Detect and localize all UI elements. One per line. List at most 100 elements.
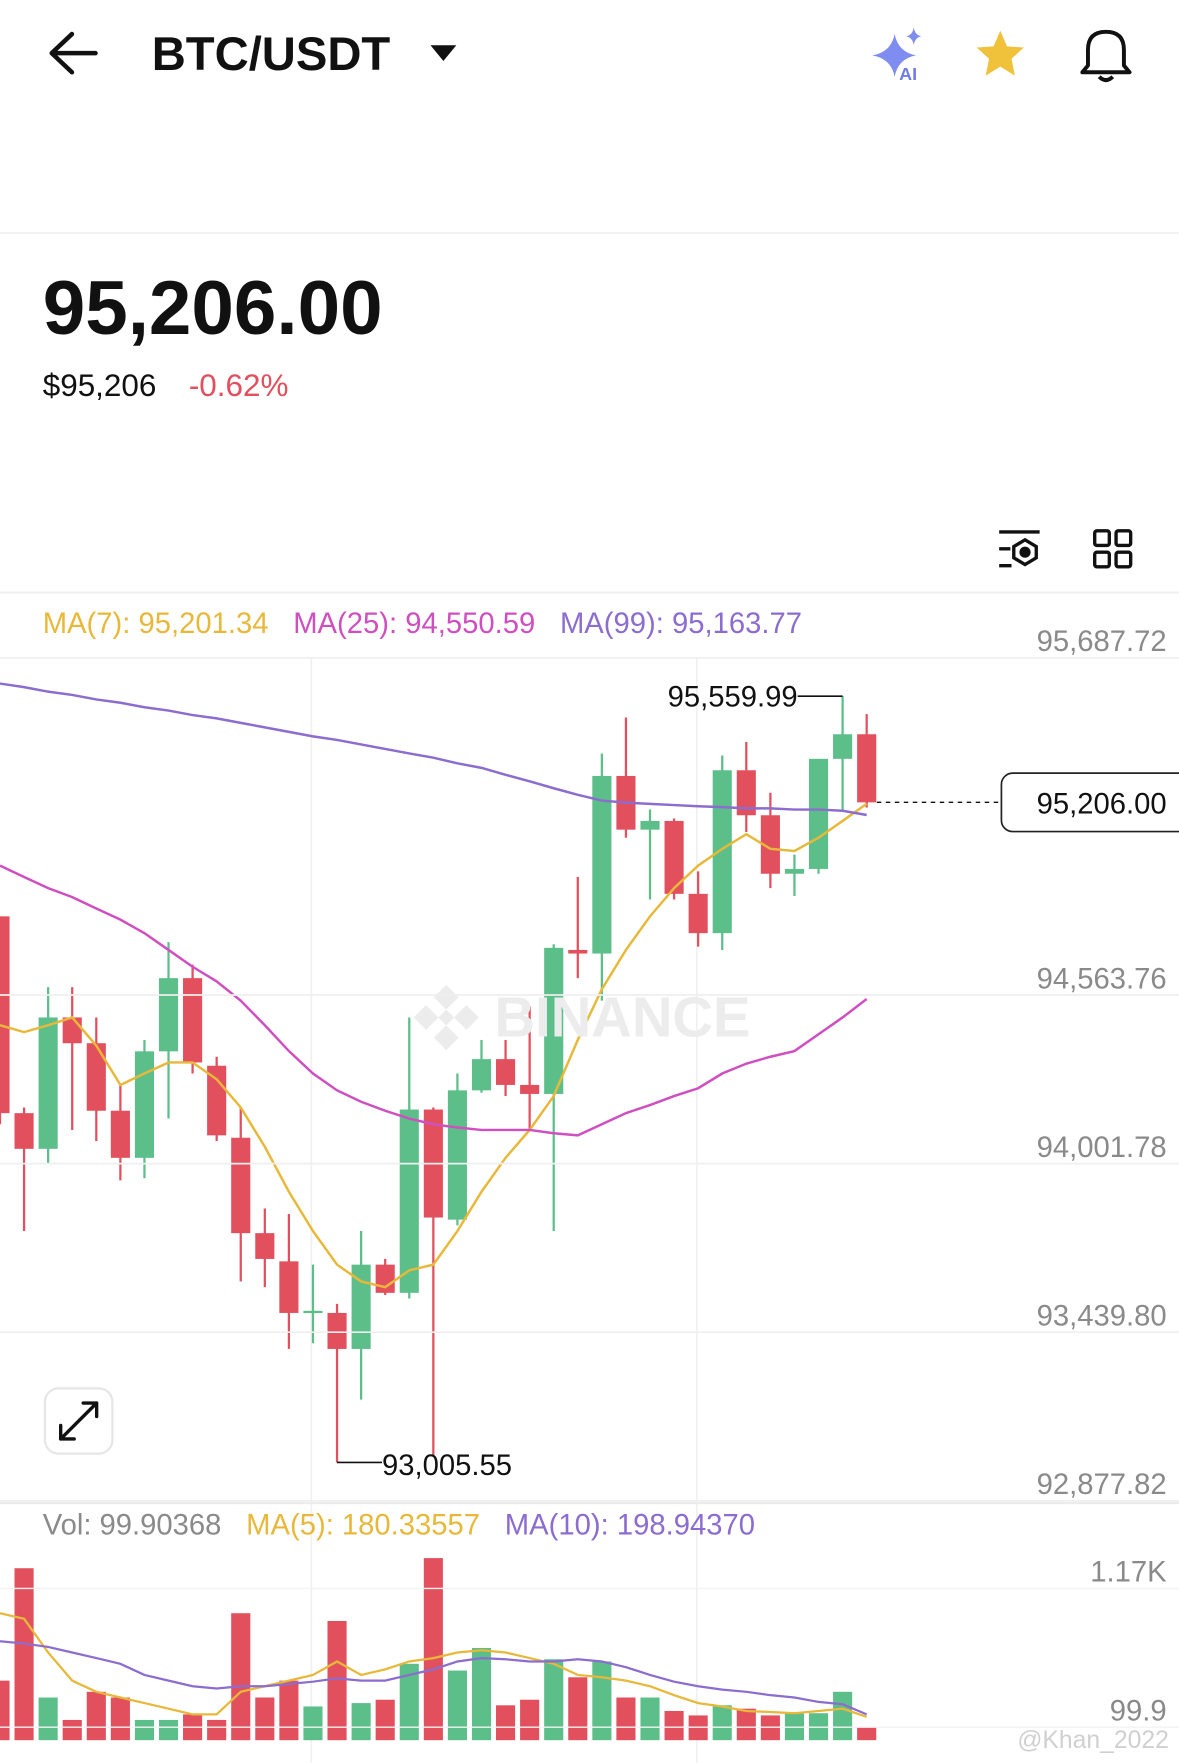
candle-body (183, 978, 203, 1063)
candle-body (62, 1017, 82, 1044)
candle-body (110, 1110, 130, 1158)
y-tick-label: 1.17K (1090, 1557, 1167, 1589)
price-change: -0.62% (189, 368, 289, 403)
candle-body (351, 1264, 371, 1349)
candle-body (664, 820, 684, 894)
candle-body (327, 1312, 347, 1349)
legend-entry: MA(25): 94,550.59 (293, 608, 535, 640)
watermark: BINANCE (495, 986, 751, 1049)
candle-body (640, 820, 660, 830)
candle-body (833, 734, 853, 759)
candle-body (496, 1059, 516, 1085)
volume-bar (423, 1558, 443, 1741)
volume-bar (857, 1727, 877, 1741)
legend-entry: MA(99): 95,163.77 (560, 608, 802, 640)
volume-bar (640, 1697, 660, 1741)
candle-body (86, 1043, 106, 1111)
candle-body (808, 758, 829, 869)
volume-bar (134, 1719, 155, 1741)
volume-bar (399, 1663, 419, 1741)
pair-title[interactable]: BTC/USDT (152, 28, 391, 81)
candle-body (38, 1017, 58, 1149)
volume-bar (736, 1708, 756, 1741)
candle-body (158, 978, 179, 1052)
ma-line (0, 802, 868, 1289)
candle-body (14, 1113, 34, 1149)
usd-price: $95,206 (43, 368, 157, 403)
candle-body (592, 775, 612, 954)
ai-button[interactable]: AI (872, 27, 922, 84)
volume-bar (712, 1705, 732, 1741)
last-price-tag (1000, 772, 1179, 833)
volume-bar (158, 1719, 179, 1741)
candle-body (375, 1264, 395, 1293)
ma-line (0, 682, 867, 817)
candle-body (712, 770, 732, 934)
legend-entry: MA(10): 198.94370 (505, 1510, 755, 1542)
volume-bar (86, 1691, 106, 1741)
high-label: 95,559.99 (668, 681, 798, 713)
volume-bar (447, 1670, 467, 1741)
legend-entry: MA(7): 95,201.34 (43, 608, 269, 640)
volume-bar (62, 1719, 82, 1741)
volume-bar (592, 1661, 612, 1741)
candle-body (231, 1137, 251, 1234)
candle-body (255, 1233, 275, 1259)
volume-ma-line (0, 1640, 868, 1716)
volume-bar (14, 1568, 34, 1741)
volume-bar (303, 1706, 323, 1741)
candle-body (279, 1261, 299, 1313)
ai-icon-text: AI (899, 64, 917, 84)
candle-body (736, 770, 756, 816)
volume-bar (110, 1697, 130, 1741)
candle-plot (0, 682, 877, 1463)
volume-bar (471, 1647, 492, 1741)
y-tick-label: 92,877.82 (1037, 1469, 1167, 1501)
candle-body (207, 1065, 227, 1136)
volume-bar (207, 1719, 227, 1741)
candle-body (471, 1059, 492, 1091)
volume-bar (664, 1711, 684, 1741)
y-tick-label: 99.9 (1110, 1695, 1167, 1727)
y-tick-label: 94,001.78 (1037, 1132, 1167, 1164)
favorite-star[interactable] (976, 30, 1024, 76)
last-price-tag-label: 95,206.00 (1037, 789, 1167, 821)
back-button[interactable] (49, 31, 98, 75)
candle-body (520, 1084, 540, 1094)
candle-body (0, 916, 10, 1114)
volume-ma-line (0, 1612, 868, 1718)
volume-bar (279, 1680, 299, 1741)
candle-body (568, 949, 588, 954)
candle-body (760, 815, 780, 874)
volume-plot (0, 1558, 877, 1741)
volume-bar (616, 1697, 636, 1741)
volume-bar (496, 1705, 516, 1741)
legend-entry: Vol: 99.90368 (43, 1510, 222, 1542)
low-label: 93,005.55 (382, 1450, 512, 1482)
layout-grid[interactable] (1093, 529, 1133, 569)
pair-dropdown[interactable] (430, 45, 457, 62)
volume-bar (0, 1680, 10, 1741)
volume-bar (833, 1691, 853, 1741)
candle-body (399, 1109, 419, 1293)
watermark-logo (413, 984, 479, 1051)
indicator-settings[interactable] (999, 530, 1040, 568)
candle-body (857, 734, 877, 803)
volume-bar (375, 1699, 395, 1741)
legend-entry: MA(5): 180.33557 (246, 1510, 480, 1542)
last-price: 95,206.00 (43, 266, 383, 351)
volume-bar (351, 1703, 371, 1741)
alert-bell[interactable] (1080, 29, 1132, 83)
volume-bar (255, 1697, 275, 1741)
volume-bar (544, 1659, 564, 1741)
expand-button[interactable] (43, 1387, 114, 1455)
candle-body (688, 893, 708, 934)
y-tick-label: 94,563.76 (1037, 963, 1167, 995)
y-tick-label: 95,687.72 (1037, 626, 1167, 658)
candle-body (784, 868, 805, 874)
volume-bar (327, 1621, 347, 1741)
volume-bar (38, 1697, 58, 1741)
credit: @Khan_2022 (1017, 1727, 1169, 1754)
